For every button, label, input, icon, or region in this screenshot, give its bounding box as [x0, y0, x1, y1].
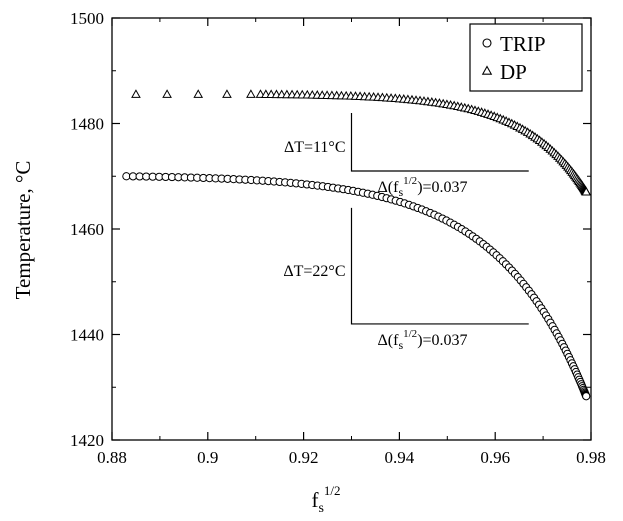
x-axis-title: fs1/2 [311, 483, 340, 516]
legend-marker-dp [481, 65, 493, 75]
delta-f-sub: s [398, 338, 403, 352]
series-trip [122, 172, 591, 401]
x-tick-label: 0.94 [385, 448, 415, 467]
x-tick-label: 0.9 [197, 448, 218, 467]
x-axis: 0.88 0.9 0.92 0.94 0.96 0.98 [97, 18, 606, 467]
y-tick-label: 1500 [70, 9, 104, 28]
legend-marker-trip [482, 38, 492, 48]
series-dp [131, 89, 592, 196]
delta-t-label-dp: ΔT=11°C [284, 139, 346, 156]
dp-point [162, 89, 172, 98]
x-tick-label: 0.98 [576, 448, 606, 467]
slope-triangle-trip [350, 207, 529, 325]
delta-f-prefix: Δ(f [378, 332, 400, 349]
delta-t-label-trip: ΔT=22°C [283, 263, 345, 280]
x-tick-label: 0.88 [97, 448, 127, 467]
delta-f-label-dp: Δ(fs1/2)=0.037 [378, 175, 468, 199]
x-tick-label: 0.92 [289, 448, 319, 467]
y-tick-label: 1440 [70, 326, 104, 345]
x-axis-title-main: f [311, 488, 318, 512]
x-axis-title-sub: s [318, 501, 323, 516]
delta-f-suffix: )=0.037 [417, 332, 467, 349]
legend-label-trip: TRIP [500, 32, 546, 56]
x-tick-label: 0.96 [480, 448, 510, 467]
dp-point [581, 186, 592, 196]
delta-f-suffix: )=0.037 [417, 179, 467, 196]
delta-f-sup: 1/2 [403, 175, 417, 187]
y-axis-title: Temperature, °C [11, 161, 35, 300]
dp-point [222, 89, 232, 98]
legend-label-dp: DP [500, 60, 527, 84]
annotations: ΔT=11°CΔ(fs1/2)=0.037ΔT=22°CΔ(fs1/2)=0.0… [283, 112, 529, 352]
y-axis: 1420 1440 1460 1480 1500 [70, 9, 591, 450]
delta-f-prefix: Δ(f [378, 179, 400, 196]
dp-point [246, 89, 256, 98]
y-tick-label: 1420 [70, 431, 104, 450]
x-axis-title-sup: 1/2 [324, 483, 341, 498]
trip-point [122, 172, 131, 181]
trip-point [582, 392, 591, 401]
legend: TRIP DP [469, 23, 583, 92]
y-tick-label: 1460 [70, 220, 104, 239]
dp-point [131, 89, 141, 98]
y-tick-label: 1480 [70, 115, 104, 134]
delta-f-sub: s [398, 185, 403, 199]
delta-f-label-trip: Δ(fs1/2)=0.037 [378, 328, 468, 352]
legend-box [469, 23, 583, 92]
delta-f-sup: 1/2 [403, 328, 417, 340]
slope-triangle-dp [350, 112, 529, 172]
dp-point [193, 89, 204, 98]
